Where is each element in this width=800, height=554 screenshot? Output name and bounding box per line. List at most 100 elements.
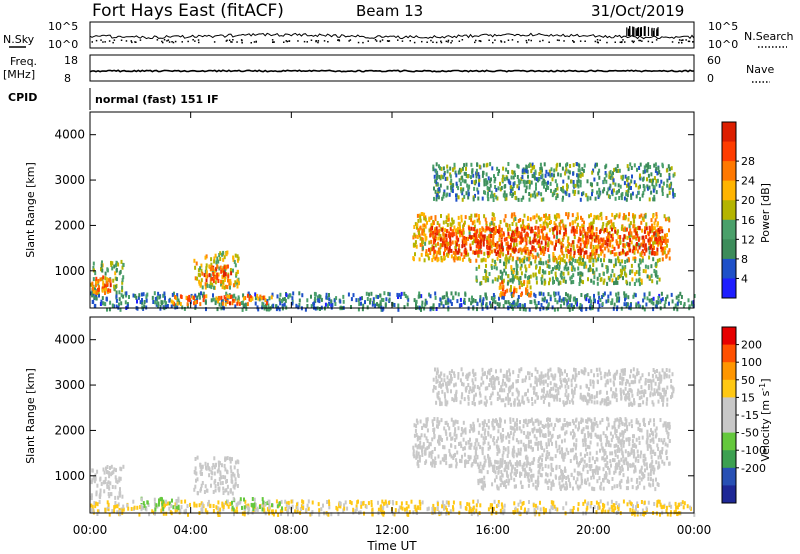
data-cell [531,162,534,167]
data-cell [541,274,544,279]
data-cell [342,299,345,304]
data-cell [528,264,531,269]
data-cell [418,233,421,238]
data-cell [562,423,565,428]
nsearch-point [381,39,384,41]
data-cell [153,497,156,502]
data-cell [448,192,451,197]
data-cell [574,298,577,303]
data-cell [675,505,678,510]
nsearch-point [474,41,476,44]
nsearch-point [548,41,550,43]
data-cell [628,212,630,217]
nsearch-tick-top: 10^5 [708,20,738,33]
data-cell [205,307,207,312]
data-cell [337,512,340,517]
data-cell [642,269,645,273]
nsearch-point [172,41,175,44]
data-cell [562,179,565,184]
data-cell [615,277,618,282]
data-cell [617,510,620,515]
data-region [412,211,671,264]
data-cell [611,269,614,273]
data-cell [214,488,217,493]
data-cell [548,216,551,221]
data-cell [588,254,591,259]
data-cell [539,455,542,460]
data-cell [232,507,235,512]
data-cell [649,298,651,303]
data-cell [627,295,630,300]
data-cell [265,303,267,308]
data-cell [435,254,438,259]
data-cell [421,300,424,305]
data-cell [661,229,664,234]
data-cell [519,247,522,252]
data-cell [503,268,506,273]
data-cell [538,229,540,234]
data-cell [470,217,473,222]
data-cell [511,257,514,262]
data-cell [644,269,647,274]
data-cell [463,235,466,240]
data-cell [532,174,534,178]
data-cell [572,226,575,231]
data-cell [284,506,287,511]
data-cell [602,502,604,507]
data-cell [90,282,93,287]
data-cell [225,488,228,493]
nsearch-point [131,41,133,44]
data-cell [424,461,427,465]
data-cell [546,224,549,229]
data-cell [626,193,629,198]
data-cell [525,180,528,185]
data-cell [559,450,562,455]
data-cell [504,460,506,465]
data-cell [639,428,641,433]
data-cell [583,250,586,255]
data-cell [664,240,667,245]
data-cell [92,266,95,270]
data-cell [641,256,644,261]
data-cell [531,245,534,250]
data-cell [657,228,660,232]
data-cell [562,225,565,230]
data-cell [204,285,207,290]
data-cell [543,248,546,253]
data-cell [656,275,659,279]
data-cell [558,254,561,259]
data-cell [431,258,434,263]
data-cell [670,504,673,509]
data-cell [272,303,275,308]
data-cell [445,291,448,296]
data-cell [613,424,616,429]
data-cell [516,184,519,189]
data-cell [553,246,556,251]
data-cell [433,249,436,254]
data-cell [492,234,495,238]
data-cell [114,276,117,281]
data-cell [573,442,575,447]
data-cell [281,299,283,303]
data-cell [540,291,543,296]
data-cell [302,500,305,505]
data-cell [457,237,460,242]
data-cell [611,505,614,510]
data-cell [200,268,203,273]
data-cell [202,293,204,298]
data-cell [482,297,485,302]
data-cell [481,173,484,178]
data-cell [554,291,557,296]
data-cell [597,291,600,296]
data-cell [554,223,557,228]
data-cell [548,169,551,174]
data-cell [551,441,553,446]
nsearch-point [348,40,350,42]
data-cell [425,249,428,254]
data-cell [483,236,486,241]
data-cell [491,503,493,508]
data-cell [467,252,470,257]
data-cell [461,257,464,262]
data-cell [461,175,464,180]
data-cell [184,499,187,504]
